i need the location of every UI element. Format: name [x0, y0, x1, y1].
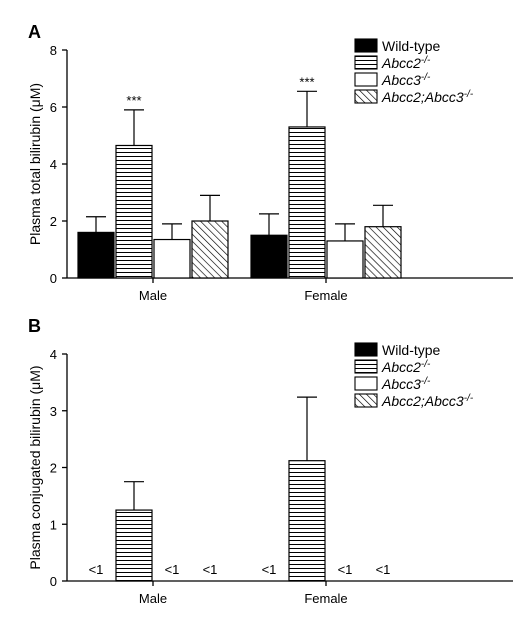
legend-label-superscript: -/- — [464, 393, 474, 404]
panel-b: B 0 1 2 3 4 Male Female Plasma conjugated bilir… — [27, 316, 513, 606]
legend-swatch — [354, 342, 378, 357]
legend-label-1: Abcc2-/- — [381, 359, 431, 376]
legend-label-superscript: -/- — [421, 376, 431, 387]
bar — [288, 460, 326, 582]
below-detection-label: <1 — [262, 562, 277, 577]
legend-swatch — [354, 72, 378, 87]
bar — [115, 509, 153, 582]
below-detection-label: <1 — [376, 562, 391, 577]
legend-label-text: Abcc2;Abcc3 — [381, 393, 464, 409]
legend-label-text: Abcc3 — [381, 376, 421, 392]
y-tick-label: 4 — [50, 157, 57, 172]
panel-b-axes: 0 1 2 3 4 Male Female Plasma conjugated bilirub… — [27, 347, 513, 606]
panel-a-axes: 0 2 4 6 8 Male Female Plasma total bilirubin (μ… — [27, 43, 513, 303]
legend-swatch — [354, 55, 378, 70]
legend-label-superscript: -/- — [421, 359, 431, 370]
panel-a-bars: *** *** — [77, 74, 402, 279]
panel-b-bars: <1 <1 <1 <1 <1 <1 — [89, 396, 391, 582]
panel-letter-a: A — [28, 22, 41, 42]
bar — [326, 240, 364, 279]
x-tick-label: Female — [304, 591, 347, 606]
y-axis-title: Plasma total bilirubin (μM) — [27, 83, 43, 245]
legend-label-text: Abcc2 — [381, 359, 421, 375]
y-tick-label: 0 — [50, 271, 57, 286]
y-tick-label: 6 — [50, 100, 57, 115]
legend-label-0: Wild-type — [382, 342, 441, 358]
bar — [364, 226, 402, 279]
legend-label-2: Abcc3-/- — [381, 72, 431, 89]
x-tick-label: Female — [304, 288, 347, 303]
bar — [288, 126, 326, 279]
legend-label-3: Abcc2;Abcc3-/- — [381, 89, 474, 106]
panel-letter-b: B — [28, 316, 41, 336]
legend-label-3: Abcc2;Abcc3-/- — [381, 393, 474, 410]
legend-swatch — [354, 38, 378, 53]
y-tick-label: 1 — [50, 517, 57, 532]
legend-label-1: Abcc2-/- — [381, 55, 431, 72]
legend-swatch — [354, 376, 378, 391]
bar — [77, 231, 115, 279]
below-detection-label: <1 — [203, 562, 218, 577]
below-detection-label: <1 — [338, 562, 353, 577]
y-tick-label: 3 — [50, 404, 57, 419]
legend-swatch — [354, 393, 378, 408]
legend-label-superscript: -/- — [421, 72, 431, 83]
y-axis-title: Plasma conjugated bilirubin (μM) — [27, 365, 43, 569]
legend-label-superscript: -/- — [421, 55, 431, 66]
bar — [153, 238, 191, 279]
y-tick-label: 0 — [50, 574, 57, 589]
x-tick-label: Male — [139, 288, 167, 303]
below-detection-label: <1 — [165, 562, 180, 577]
legend-label-text: Abcc2 — [381, 55, 421, 71]
bar — [115, 144, 153, 279]
y-tick-label: 8 — [50, 43, 57, 58]
y-tick-label: 2 — [50, 461, 57, 476]
x-tick-label: Male — [139, 591, 167, 606]
bar — [191, 220, 229, 279]
legend-label-text: Abcc2;Abcc3 — [381, 89, 464, 105]
bar — [250, 234, 288, 279]
legend-label-0: Wild-type — [382, 38, 441, 54]
significance-label: *** — [299, 74, 314, 89]
y-tick-label: 2 — [50, 214, 57, 229]
y-tick-label: 4 — [50, 347, 57, 362]
significance-label: *** — [126, 93, 141, 108]
legend-label-text: Abcc3 — [381, 72, 421, 88]
panel-a: A 0 2 4 6 8 Male Female Plasma total bilirubin … — [27, 22, 513, 303]
legend-swatch — [354, 89, 378, 104]
legend-label-2: Abcc3-/- — [381, 376, 431, 393]
legend-swatch — [354, 359, 378, 374]
below-detection-label: <1 — [89, 562, 104, 577]
legend-label-superscript: -/- — [464, 89, 474, 100]
